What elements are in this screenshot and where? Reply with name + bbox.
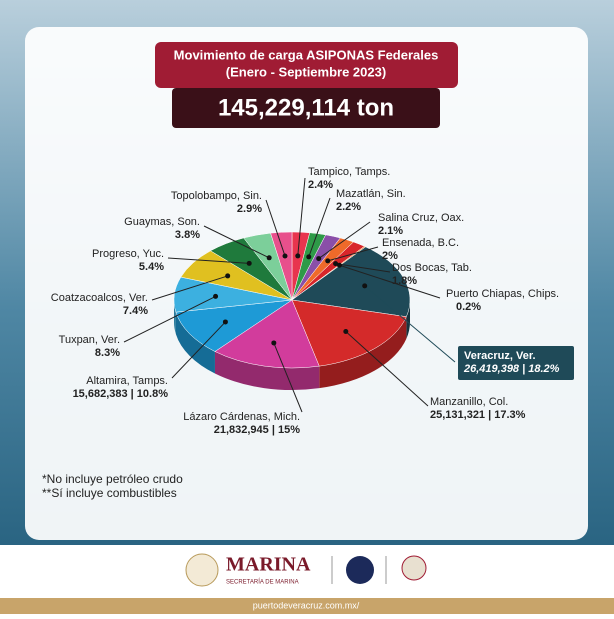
leader-line (297, 177, 306, 256)
slice-value: 2.9% (237, 203, 262, 215)
slice-label: Mazatlán, Sin. (336, 188, 406, 200)
note: *No incluye petróleo crudo (42, 472, 183, 486)
leader-dot (213, 293, 219, 299)
subtitle: (Enero - Septiembre 2023) (226, 64, 386, 79)
brand: MARINA (226, 554, 311, 576)
slice-label: Guaymas, Son. (124, 216, 200, 228)
total-box (172, 88, 440, 128)
slice-label: Dos Bocas, Tab. (392, 262, 472, 274)
leader-line (327, 246, 379, 262)
leader-line (364, 285, 456, 363)
leader-dot (362, 283, 368, 289)
pie-slice (270, 231, 293, 301)
leader-line (335, 263, 391, 273)
leader-dot (316, 256, 322, 262)
slice-label: Altamira, Tamps. (86, 375, 168, 387)
leader-dot (271, 340, 277, 346)
footer (0, 545, 614, 598)
slice-value: 21,832,945 | 15% (214, 424, 300, 436)
pie-side (319, 316, 407, 389)
url: puertodeveracruz.com.mx/ (253, 600, 360, 610)
leader-line (123, 295, 216, 343)
emblem (185, 553, 219, 587)
leader-dot (246, 260, 252, 266)
slice-value: 3.8% (175, 229, 200, 241)
leader-dot (222, 319, 228, 325)
leader-dot (306, 254, 312, 260)
slice-value: 25,131,321 | 17.3% (430, 409, 526, 421)
slice-label: Coatzacoalcos, Ver. (51, 292, 148, 304)
pie-side (175, 312, 215, 374)
slice-value: 2.2% (336, 201, 361, 213)
slice-label: Veracruz, Ver. (464, 350, 536, 362)
leader-line (151, 275, 228, 301)
slice-value: 26,419,398 | 18.2% (463, 363, 560, 375)
leader-dot (282, 253, 288, 259)
title: Movimiento de carga ASIPONAS Federales (174, 47, 439, 62)
slice-value: 1.8% (392, 275, 417, 287)
leader-line (265, 199, 286, 257)
title-box (155, 42, 458, 88)
slice-label: Tuxpan, Ver. (59, 334, 120, 346)
brand-subtitle: SECRETARÍA DE MARINA (226, 579, 299, 586)
leader-dot (266, 255, 272, 261)
slice-label: Puerto Chiapas, Chips. (446, 288, 559, 300)
slice-value: 0.2% (456, 301, 481, 313)
leader-dot (343, 328, 349, 334)
pie-chart: Tampico, Tamps.2.4%Mazatlán, Sin.2.2% Sal… (51, 166, 574, 436)
pie-side (214, 351, 320, 390)
leader-line (273, 342, 303, 413)
leader-line (339, 264, 441, 299)
leader-dot (333, 261, 339, 267)
highlight-box (458, 346, 574, 380)
leader-dot (325, 258, 331, 264)
slice-label: Manzanillo, Col. (430, 396, 508, 408)
leader-line (345, 331, 429, 407)
leader-line (167, 257, 250, 264)
leader-line (171, 321, 226, 379)
slice-value: 2% (382, 250, 398, 262)
slice-label: Lázaro Cárdenas, Mich. (183, 411, 300, 423)
pie-slice (214, 299, 320, 369)
slice-label: Tampico, Tamps. (308, 166, 390, 178)
leader-line (318, 221, 371, 259)
total: 145,229,114 ton (218, 94, 394, 121)
pie-slice (175, 299, 293, 352)
pie-slice (291, 299, 407, 367)
emblem (401, 555, 427, 581)
leader-line (308, 197, 331, 258)
footer-bar (0, 598, 614, 614)
slice-value: 7.4% (123, 305, 148, 317)
slice-label: Topolobampo, Sin. (171, 190, 262, 202)
slice-label: Progreso, Yuc. (92, 248, 164, 260)
leader-dot (225, 273, 231, 279)
slice-value: 2.4% (308, 179, 333, 191)
leader-dot (336, 262, 342, 268)
emblem (346, 556, 374, 584)
slice-label: Salina Cruz, Oax. (378, 212, 464, 224)
note: **Sí incluye combustibles (42, 486, 177, 500)
slice-value: 15,682,383 | 10.8% (73, 388, 169, 400)
leader-dot (295, 253, 301, 259)
slice-label: Ensenada, B.C. (382, 237, 459, 249)
slice-value: 5.4% (139, 261, 164, 273)
slice-value: 8.3% (95, 347, 120, 359)
leader-line (203, 225, 270, 259)
slice-value: 2.1% (378, 225, 403, 237)
